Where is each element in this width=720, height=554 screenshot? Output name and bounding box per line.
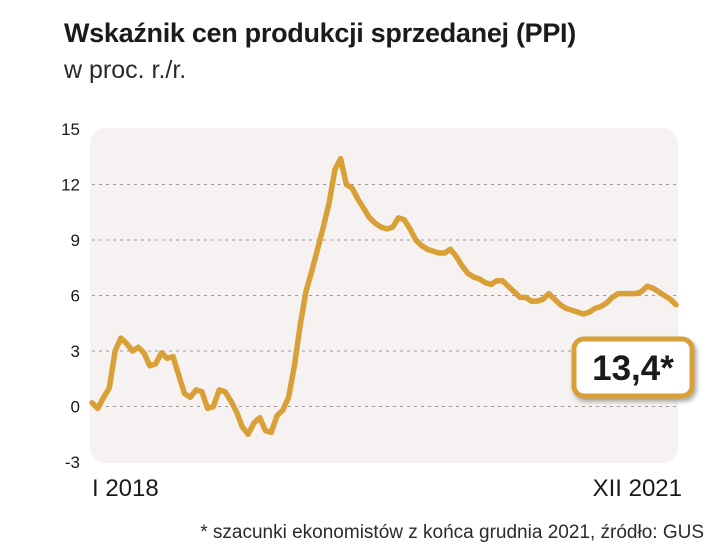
x-label-start: I 2018 [92, 475, 159, 502]
chart-subtitle: w proc. r./r. [64, 56, 187, 84]
y-tick-label: 0 [71, 398, 80, 417]
footnote: * szacunki ekonomistów z końca grudnia 2… [200, 522, 704, 543]
y-tick-label: 3 [71, 342, 80, 361]
callout-frame [571, 336, 695, 399]
y-tick-label: 12 [61, 176, 80, 195]
plot-area [90, 128, 678, 463]
callout-value: 13,4* [592, 349, 674, 388]
y-tick-label: 6 [71, 287, 80, 306]
chart: 15 12 9 6 3 0 -3 I 2018 XII 2021 13,4* [61, 120, 695, 502]
series-line-ppi [89, 155, 679, 438]
callout-box [571, 336, 695, 399]
y-axis: 15 12 9 6 3 0 -3 [61, 120, 80, 472]
x-label-end: XII 2021 [593, 475, 682, 502]
y-tick-label: 9 [71, 231, 80, 250]
y-tick-label: -3 [65, 453, 80, 472]
chart-title: Wskaźnik cen produkcji sprzedanej (PPI) [64, 18, 576, 48]
y-tick-label: 15 [61, 120, 80, 139]
